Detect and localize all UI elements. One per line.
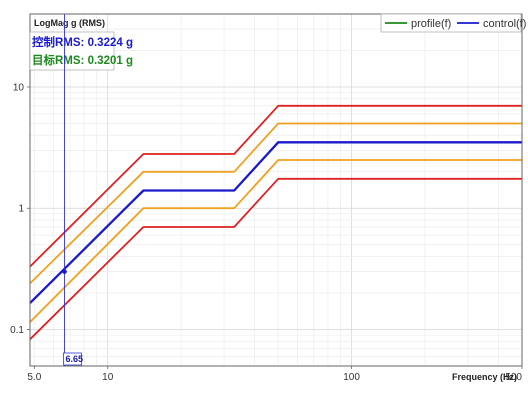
- legend-profile-label: profile(f): [411, 18, 451, 30]
- legend-control-label: control(f): [483, 18, 526, 30]
- y-tick-label: 0.1: [10, 325, 24, 336]
- x-tick-label: 100: [343, 372, 360, 383]
- series-line-3: [29, 159, 522, 323]
- series-line-2: [29, 141, 522, 304]
- plot-frame: [29, 13, 523, 367]
- cursor-label-box[interactable]: [63, 352, 82, 366]
- x-tick-label: 500: [505, 372, 522, 383]
- series-line-0: [29, 104, 522, 268]
- rms-control-value: RMS: 0.3224 g: [55, 37, 133, 49]
- rms-profile-label: 目标: [32, 53, 55, 67]
- y-axis-label: LogMag g (RMS): [34, 18, 105, 28]
- y-tick-labels: 0.1 1 10: [10, 82, 30, 336]
- x-tick-label: 5.0: [27, 372, 41, 383]
- y-tick-label: 1: [18, 204, 24, 215]
- x-tick-label: 10: [102, 372, 114, 383]
- rms-box: 控制 RMS: 0.3224 g 目标 RMS: 0.3201 g: [29, 31, 133, 71]
- x-tick-labels: 5.0 10 100 500: [27, 366, 522, 383]
- frequency-cursor[interactable]: 6.65: [62, 14, 83, 366]
- series-line-4: [29, 177, 522, 340]
- rms-profile-value: RMS: 0.3201 g: [55, 55, 133, 67]
- x-axis-label: Frequency (Hz): [452, 372, 517, 382]
- legend-frame: [380, 13, 522, 33]
- series-line-1: [29, 122, 522, 285]
- legend: profile(f) control(f): [380, 13, 526, 33]
- cursor-marker[interactable]: [62, 269, 67, 274]
- y-tick-label: 10: [13, 82, 25, 93]
- series-lines: [29, 104, 522, 340]
- rms-control-label: 控制: [32, 35, 55, 49]
- rms-box-frame: [29, 31, 115, 71]
- cursor-label[interactable]: 6.65: [66, 354, 84, 364]
